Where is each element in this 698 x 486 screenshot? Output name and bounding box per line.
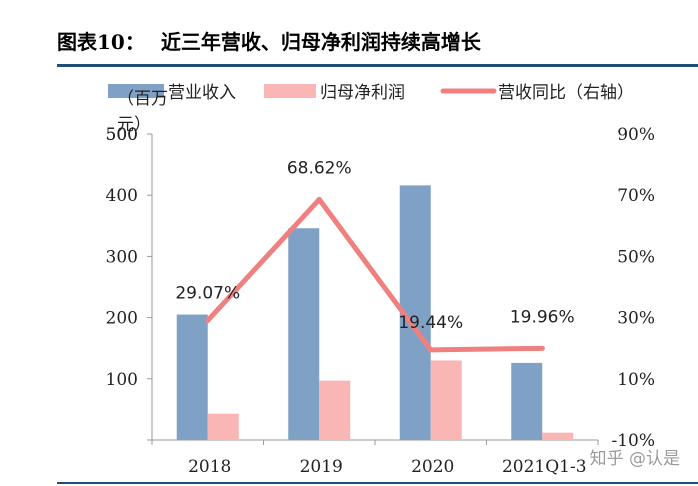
y-tick-label: 200 (106, 309, 138, 329)
legend-swatch-revenue (108, 84, 164, 98)
bar-net-profit (207, 413, 239, 440)
bar-net-profit (430, 360, 462, 440)
y-tick-label: 400 (106, 186, 138, 206)
data-label: 19.44% (398, 313, 463, 333)
figure-title-text: 近三年营收、归母净利润持续高增长 (160, 30, 481, 54)
legend-label-revenue: 营业收入 (168, 83, 236, 103)
legend-label-net-profit: 归母净利润 (320, 83, 405, 103)
line-point (428, 347, 434, 353)
bar-net-profit (542, 432, 574, 440)
y2-tick-label: 10% (617, 370, 655, 390)
data-label: 68.62% (287, 158, 352, 178)
y-tick-label: 500 (106, 125, 138, 145)
y2-tick-label: -10% (611, 431, 655, 451)
line-point (205, 317, 211, 323)
y-tick-label: 500 (106, 125, 138, 145)
x-tick-label: 2020 (411, 457, 454, 477)
bottom-rule (57, 482, 698, 484)
bar-net-profit (319, 380, 351, 440)
bar-revenue (176, 314, 208, 440)
line-point (316, 196, 322, 202)
figure-number: 图表10： (57, 30, 145, 54)
line-point (539, 345, 545, 351)
y-tick-label: 300 (106, 247, 138, 267)
figure-title: 图表10： 近三年营收、归母净利润持续高增长 (57, 26, 481, 55)
y-tick-label: 100 (106, 370, 138, 390)
x-tick-label: 2021Q1-3 (502, 457, 587, 477)
y2-tick-label: 70% (617, 186, 655, 206)
y2-tick-label: 50% (617, 247, 655, 267)
bar-revenue (511, 362, 543, 440)
legend-swatch-net-profit (264, 84, 316, 98)
y-axis-unit-line2: 元） (117, 115, 151, 135)
y-axis-unit-line1: （百万 (117, 89, 168, 109)
data-label: 19.96% (510, 307, 575, 327)
y2-tick-label: 90% (617, 125, 655, 145)
x-tick-label: 2018 (188, 457, 231, 477)
x-tick-label: 2019 (300, 457, 343, 477)
legend-label-yoy: 营收同比（右轴） (498, 83, 634, 103)
line-revenue-yoy (205, 196, 545, 353)
y2-tick-label: 30% (617, 309, 655, 329)
watermark: 知乎 @认是 (589, 449, 680, 469)
bar-revenue (288, 228, 320, 440)
data-label: 29.07% (175, 283, 240, 303)
title-rule (57, 64, 698, 67)
